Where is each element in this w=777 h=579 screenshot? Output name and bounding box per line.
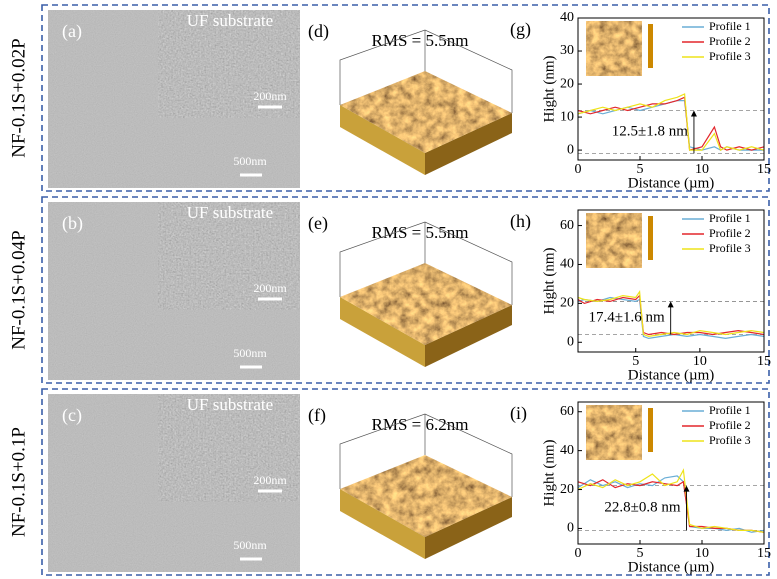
x-tick-label: 5 (632, 354, 639, 369)
legend-label: Profile 3 (709, 241, 751, 255)
profile-line (577, 468, 765, 533)
x-tick-label: 15 (757, 354, 771, 369)
legend-label: Profile 1 (709, 403, 751, 417)
sem-inset (157, 201, 301, 311)
scale-label: 500nm (233, 538, 267, 552)
inset-label: UF substrate (187, 203, 273, 222)
y-tick-label: 20 (560, 296, 574, 311)
panel-label: (e) (308, 213, 328, 234)
y-tick-label: 40 (560, 443, 574, 458)
profile-line (577, 296, 765, 340)
panel-label: (i) (510, 403, 527, 424)
inset-scale-label: 200nm (253, 89, 287, 103)
y-tick-label: 20 (560, 482, 574, 497)
arrow-head (690, 110, 697, 117)
plot-frame (577, 17, 765, 161)
y-axis-title: Hight (nm) (541, 247, 557, 314)
inset-scale-label: 200nm (253, 281, 287, 295)
legend-label: Profile 2 (709, 34, 751, 48)
x-tick-label: 15 (757, 162, 771, 177)
afm-side (425, 497, 512, 559)
panel-label: (g) (510, 19, 531, 40)
plot-frame (577, 401, 765, 545)
legend-label: Profile 3 (709, 49, 751, 63)
x-tick-label: 5 (637, 546, 644, 561)
y-tick-label: 40 (560, 10, 574, 25)
profile-line (577, 289, 765, 338)
panel-label: (f) (308, 405, 326, 426)
legend-label: Profile 3 (709, 433, 751, 447)
row-frame (41, 388, 770, 576)
arrow-head (683, 485, 690, 492)
x-axis-title: Distance (µm) (628, 367, 715, 383)
x-tick-label: 10 (695, 546, 709, 561)
afm-side (340, 105, 425, 175)
x-tick-label: 10 (693, 354, 707, 369)
chart-inset (586, 21, 642, 76)
y-tick-label: 0 (567, 142, 574, 157)
panel-label: (b) (62, 213, 83, 234)
annotation: 12.5±1.8 nm (612, 123, 688, 139)
y-tick-label: 20 (560, 76, 574, 91)
x-tick-label: 5 (637, 162, 644, 177)
y-tick-label: 0 (567, 521, 574, 536)
legend-label: Profile 2 (709, 226, 751, 240)
row-label: NF-0.1S+0.02P (8, 38, 29, 157)
legend-label: Profile 2 (709, 418, 751, 432)
x-tick-label: 0 (575, 546, 582, 561)
plot-frame (577, 209, 765, 353)
rms-label: RMS = 5.5nm (372, 31, 469, 50)
afm-side (340, 489, 425, 559)
y-tick-label: 30 (560, 43, 574, 58)
x-tick-label: 15 (757, 546, 771, 561)
x-tick-label: 0 (575, 162, 582, 177)
scale-label: 500nm (233, 154, 267, 168)
afm-side (425, 113, 512, 175)
scale-label: 500nm (233, 346, 267, 360)
chart-inset-scale (648, 24, 653, 68)
chart-inset (586, 213, 642, 268)
x-tick-label: 10 (695, 162, 709, 177)
afm-side (425, 305, 512, 367)
panel-label: (d) (308, 21, 329, 42)
panel-label: (a) (62, 21, 82, 42)
chart-inset (586, 405, 642, 460)
arrow-head (667, 301, 674, 308)
chart-inset-scale (648, 408, 653, 452)
x-axis-title: Distance (µm) (628, 175, 715, 191)
sem-inset (157, 9, 301, 119)
y-tick-label: 60 (560, 404, 574, 419)
chart-inset-scale (648, 216, 653, 260)
y-tick-label: 40 (560, 257, 574, 272)
y-tick-label: 0 (567, 334, 574, 349)
inset-label: UF substrate (187, 11, 273, 30)
y-axis-title: Hight (nm) (541, 439, 557, 506)
profile-line (577, 93, 765, 151)
row-frame (41, 4, 770, 192)
row-label: NF-0.1S+0.04P (8, 230, 29, 349)
row-label: NF-0.1S+0.1P (8, 427, 29, 537)
panel-label: (c) (62, 405, 82, 426)
legend-label: Profile 1 (709, 211, 751, 225)
inset-label: UF substrate (187, 395, 273, 414)
y-axis-title: Hight (nm) (541, 55, 557, 122)
profile-line (577, 96, 765, 151)
annotation: 22.8±0.8 nm (604, 499, 680, 515)
y-tick-label: 60 (560, 218, 574, 233)
panel-label: (h) (510, 211, 531, 232)
y-tick-label: 10 (560, 109, 574, 124)
sem-inset (157, 393, 301, 503)
profile-line (577, 294, 765, 336)
row-frame (41, 196, 770, 384)
inset-scale-label: 200nm (253, 473, 287, 487)
rms-label: RMS = 5.5nm (372, 223, 469, 242)
legend-label: Profile 1 (709, 19, 751, 33)
x-axis-title: Distance (µm) (628, 559, 715, 575)
rms-label: RMS = 6.2nm (372, 415, 469, 434)
annotation: 17.4±1.6 nm (589, 309, 665, 325)
afm-side (340, 297, 425, 367)
